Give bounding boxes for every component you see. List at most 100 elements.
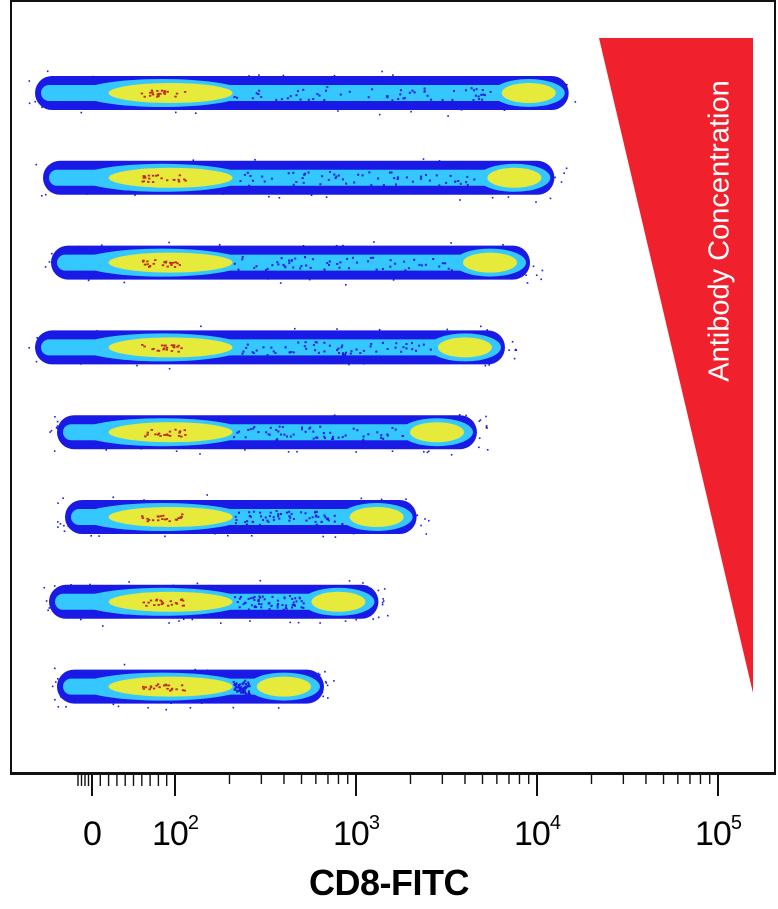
event-dot (276, 604, 279, 607)
event-dot (243, 173, 246, 176)
event-dot (263, 598, 266, 601)
event-dot (488, 364, 490, 366)
event-dot (266, 354, 269, 357)
event-dot (303, 173, 306, 176)
event-dot (405, 176, 408, 179)
peak-dot (159, 92, 162, 95)
event-dot (43, 586, 46, 589)
event-dot (341, 436, 344, 439)
event-dot (112, 703, 115, 706)
event-dot (199, 453, 201, 455)
event-dot (322, 535, 324, 538)
event-dot (247, 693, 250, 696)
event-dot (327, 178, 330, 181)
event-dot (336, 328, 338, 330)
event-dot (245, 346, 248, 349)
event-dot (134, 194, 136, 196)
peak-dot (163, 344, 166, 347)
event-dot (250, 604, 253, 607)
peak-dot (170, 264, 173, 266)
event-dot (342, 178, 344, 181)
event-dot (397, 98, 400, 100)
event-dot (292, 601, 295, 604)
peak-dot (152, 262, 155, 265)
event-dot (511, 341, 514, 343)
event-dot (255, 606, 258, 609)
event-dot (251, 351, 254, 354)
event-dot (288, 510, 291, 513)
event-dot (233, 96, 236, 98)
event-dot (47, 609, 49, 612)
event-dot (302, 181, 305, 184)
event-dot (56, 425, 59, 427)
x-tick-label: 104 (514, 811, 561, 853)
peak-dot (149, 599, 153, 602)
peak-dot (163, 684, 166, 687)
event-dot (370, 343, 373, 345)
event-dot (336, 349, 338, 352)
peak-dot (146, 260, 149, 263)
peak-dot (184, 434, 187, 436)
peak-dot (159, 515, 163, 518)
event-dot (275, 510, 278, 513)
event-dot (289, 516, 292, 519)
peak-dot (179, 516, 182, 519)
event-dot (35, 360, 38, 363)
event-dot (472, 89, 475, 92)
event-dot (420, 264, 423, 267)
event-dot (432, 258, 435, 260)
event-dot (449, 174, 452, 177)
event-dot (333, 74, 336, 77)
event-dot (484, 364, 487, 367)
peak-dot (156, 90, 159, 92)
event-dot (56, 427, 59, 429)
event-dot (248, 184, 251, 187)
event-dot (165, 708, 167, 711)
event-dot (49, 431, 51, 433)
event-dot (317, 515, 320, 518)
event-dot (236, 601, 239, 603)
event-dot (248, 693, 251, 696)
event-dot (362, 582, 364, 584)
event-dot (45, 193, 47, 196)
event-dot (473, 178, 476, 181)
event-dot (28, 80, 31, 82)
event-dot (465, 414, 467, 417)
event-dot (244, 685, 247, 688)
event-dot (381, 603, 384, 606)
peak-dot (170, 603, 174, 606)
event-dot (454, 180, 457, 183)
event-dot (276, 438, 279, 441)
event-dot (242, 690, 245, 693)
event-dot (258, 74, 260, 76)
event-dot (341, 344, 344, 347)
event-dot (478, 420, 481, 422)
event-dot (291, 603, 294, 606)
event-dot (465, 181, 468, 184)
event-dot (274, 352, 277, 354)
event-dot (237, 684, 240, 687)
event-dot (255, 265, 258, 268)
event-dot (481, 98, 484, 101)
event-dot (314, 511, 316, 514)
peak-dot (168, 520, 171, 523)
event-dot (168, 241, 170, 244)
event-dot (554, 176, 556, 179)
event-dot (269, 511, 272, 514)
event-dot (389, 265, 392, 268)
event-dot (311, 516, 314, 519)
peak-dot (181, 513, 184, 516)
peak-dot (183, 178, 186, 181)
peak-dot (159, 435, 162, 437)
event-dot (238, 686, 240, 689)
event-dot (327, 697, 329, 699)
event-dot (101, 244, 103, 246)
peak-dot (157, 604, 160, 606)
event-dot (334, 536, 337, 538)
event-dot (411, 348, 414, 351)
event-dot (294, 327, 296, 330)
event-dot (98, 535, 100, 537)
event-dot (396, 176, 399, 179)
event-dot (242, 603, 245, 606)
event-dot (413, 258, 416, 261)
